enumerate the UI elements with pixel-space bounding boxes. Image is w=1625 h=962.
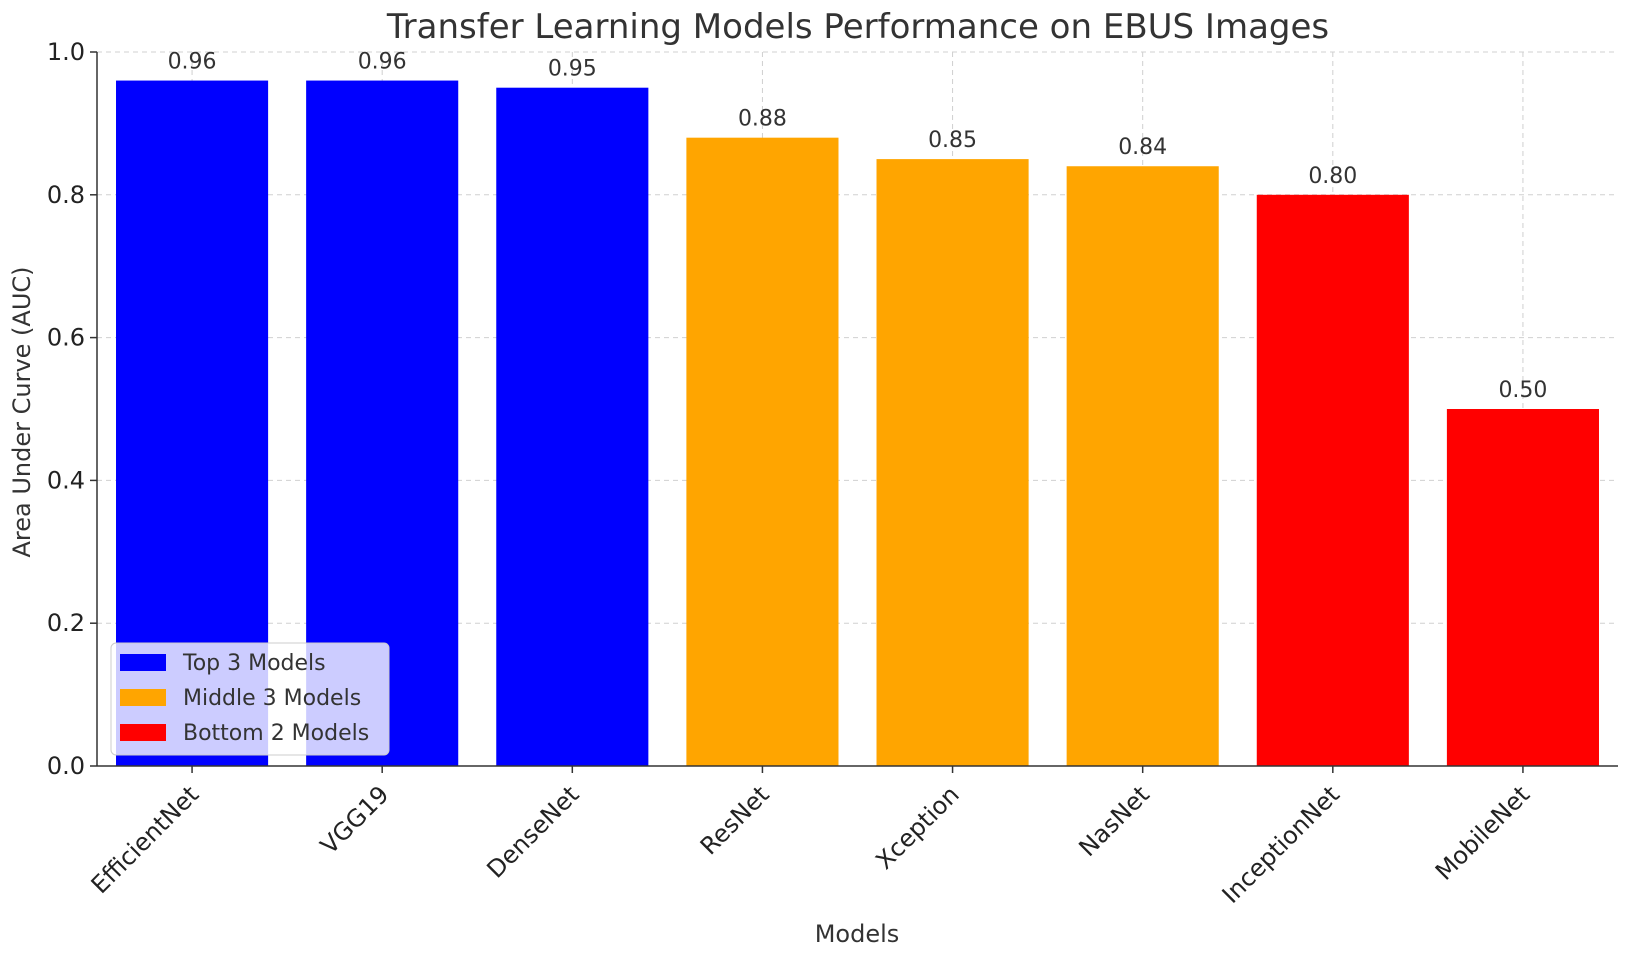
x-tick-label: MobileNet [1430,780,1535,885]
legend-label: Middle 3 Models [183,686,361,711]
legend-swatch [120,654,166,671]
legend-label: Bottom 2 Models [183,721,369,746]
bar-value-label: 0.96 [358,50,407,75]
bar-value-label: 0.95 [548,57,597,82]
legend-swatch [120,724,166,741]
bar-value-label: 0.88 [738,107,787,132]
y-tick-label: 0.8 [47,181,85,209]
legend: Top 3 Models Middle 3 Models Bottom 2 Mode… [110,642,390,756]
legend-label: Top 3 Models [182,651,326,676]
y-tick-label: 0.6 [47,324,85,352]
x-tick-label: InceptionNet [1217,780,1345,908]
bar-value-label: 0.96 [168,50,217,75]
chart-title: Transfer Learning Models Performance on … [386,7,1329,47]
bar-xception [876,159,1029,767]
bar-densenet [496,87,649,766]
bar-inceptionnet [1256,194,1409,767]
y-tick-label: 0.0 [47,752,85,780]
x-tick-label: ResNet [695,780,775,860]
x-axis-label: Models [815,920,900,948]
x-tick-label: EfficientNet [86,780,205,899]
legend-box [110,642,390,756]
bar-nasnet [1066,166,1219,767]
x-tick-label: Xception [870,780,964,874]
bar-value-label: 0.80 [1308,164,1357,189]
y-tick-label: 1.0 [47,38,85,66]
bar-value-label: 0.85 [928,128,977,153]
y-axis-label: Area Under Curve (AUC) [8,266,36,557]
x-tick-label: NasNet [1073,780,1155,862]
y-tick-label: 0.2 [47,609,85,637]
bar-resnet [686,137,839,766]
legend-swatch [120,689,166,706]
bar-value-label: 0.84 [1118,135,1167,160]
x-tick-label: VGG19 [315,780,394,859]
x-tick-label: DenseNet [481,780,584,883]
bar-value-label: 0.50 [1498,378,1547,403]
bar-mobilenet [1446,409,1599,766]
y-tick-label: 0.4 [47,466,85,494]
